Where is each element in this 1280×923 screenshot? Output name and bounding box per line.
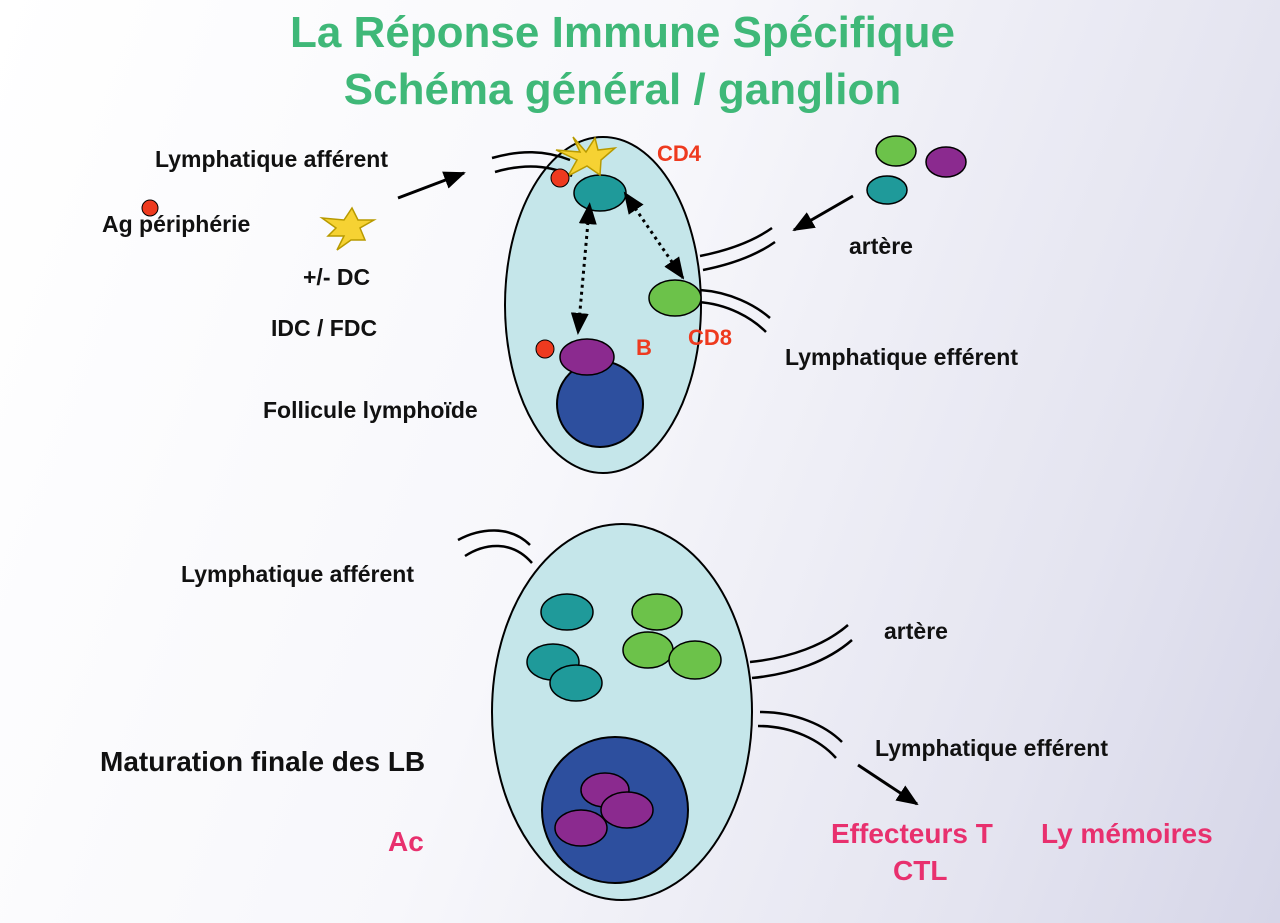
- bottom-b-cell: [600, 791, 654, 829]
- efferent-output-arrow: [857, 763, 919, 806]
- artery-arrow: [792, 194, 854, 232]
- maturation-label: Maturation finale des LB: [100, 746, 426, 777]
- cd4-cd8-interaction-arrow: [623, 191, 685, 280]
- title-line-1: La Réponse Immune Spécifique: [289, 8, 956, 57]
- top-afferent-vessel: [491, 151, 571, 162]
- top-efferent-vessel: [699, 288, 771, 319]
- bottom-cd8-cell: [631, 593, 683, 631]
- title-line-2: Schéma général / ganglion: [343, 65, 902, 114]
- cd4-label: CD4: [657, 141, 702, 166]
- effecteurs-t-label: Effecteurs T: [831, 818, 993, 849]
- b-label: B: [636, 335, 652, 360]
- top-afferent-label: Lymphatique afférent: [155, 146, 389, 172]
- bottom-artery-label: artère: [884, 618, 948, 644]
- top-dendritic-cell: [555, 136, 618, 178]
- bottom-cd4-cell: [549, 664, 603, 702]
- idc-fdc-label: IDC / FDC: [271, 315, 378, 341]
- top-artery-label: artère: [849, 233, 913, 259]
- ac-label: Ac: [388, 826, 424, 857]
- top-follicle: [556, 360, 644, 448]
- top-b-cell: [559, 338, 615, 376]
- bottom-cd4-cell: [540, 593, 594, 631]
- bottom-artery-vessel: [749, 624, 849, 664]
- cd4-b-interaction-arrow: [570, 202, 597, 335]
- top-lymph-node: [491, 136, 776, 474]
- cd8-label: CD8: [688, 325, 733, 350]
- bottom-afferent-label: Lymphatique afférent: [181, 561, 415, 587]
- bottom-cd8-cell: [622, 631, 674, 669]
- top-artery-vessel: [699, 226, 773, 258]
- dc-label: +/- DC: [303, 264, 371, 290]
- bottom-efferent-vessel: [759, 710, 843, 743]
- top-cd8-cell: [648, 279, 702, 317]
- bottom-efferent-label: Lymphatique efférent: [875, 735, 1109, 761]
- follicule-label: Follicule lymphoïde: [263, 397, 478, 423]
- circulating-cd8-cell: [875, 135, 917, 167]
- bottom-cd8-cell: [668, 640, 722, 680]
- circulating-b-cell: [925, 146, 967, 178]
- afferent-arrow: [397, 171, 466, 200]
- bottom-lymph-node: [457, 523, 853, 901]
- top-cd4-cell: [573, 174, 627, 212]
- ag-peripherie-label: Ag périphérie: [102, 211, 251, 237]
- bottom-afferent-vessel: [457, 529, 531, 546]
- top-antigen-on-b: [535, 339, 555, 359]
- ctl-label: CTL: [893, 855, 948, 886]
- circulating-cd4-cell: [866, 175, 908, 205]
- peripheral-antigen: [141, 199, 159, 217]
- top-antigen-on-dc: [550, 168, 570, 188]
- ly-memoires-label: Ly mémoires: [1041, 818, 1213, 849]
- top-efferent-label: Lymphatique efférent: [785, 344, 1019, 370]
- bottom-b-cell: [554, 809, 608, 847]
- peripheral-dendritic-cell: [319, 206, 377, 251]
